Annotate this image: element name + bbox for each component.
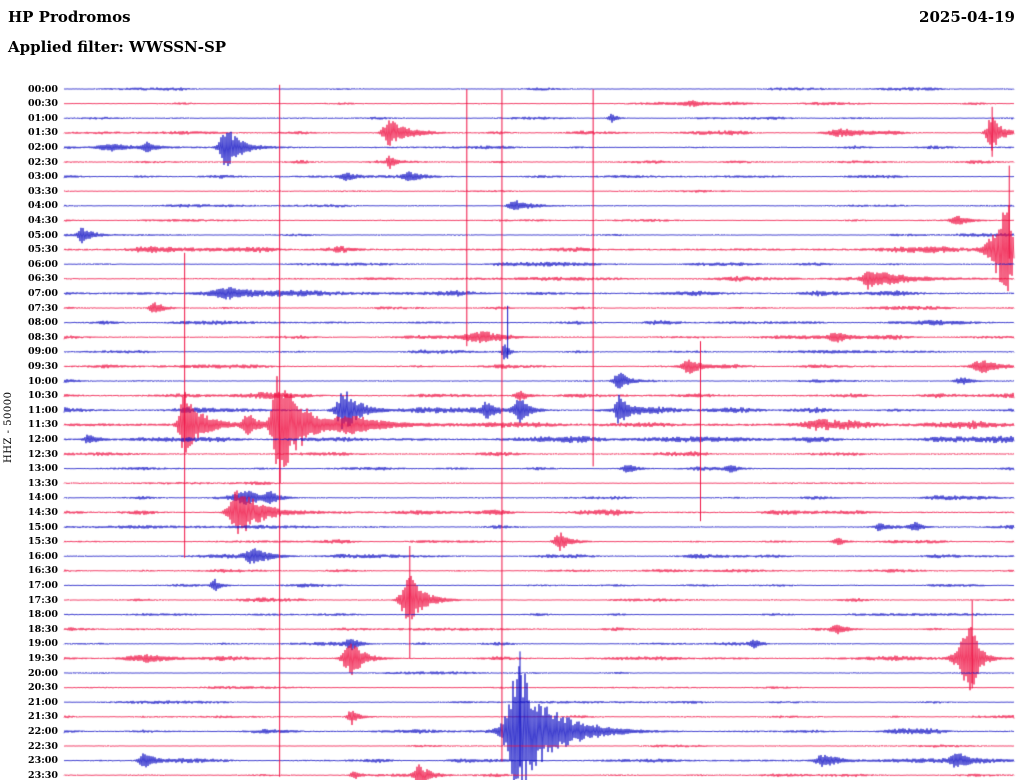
time-label: 18:00 — [28, 609, 58, 621]
time-label: 14:00 — [28, 492, 58, 504]
time-label: 15:00 — [28, 521, 58, 533]
time-label: 08:00 — [28, 317, 58, 329]
time-label: 23:30 — [28, 769, 58, 780]
time-label: 12:00 — [28, 433, 58, 445]
time-label: 11:30 — [28, 419, 58, 431]
time-label: 08:30 — [28, 331, 58, 343]
time-label: 06:30 — [28, 273, 58, 285]
time-label: 10:00 — [28, 375, 58, 387]
time-label: 18:30 — [28, 623, 58, 635]
station-title: HP Prodromos — [8, 8, 131, 26]
time-label: 03:00 — [28, 171, 58, 183]
time-label: 19:30 — [28, 652, 58, 664]
time-label: 07:30 — [28, 302, 58, 314]
time-label: 06:00 — [28, 258, 58, 270]
time-label: 22:00 — [28, 725, 58, 737]
date-label: 2025-04-19 — [919, 8, 1015, 26]
time-label: 01:00 — [28, 112, 58, 124]
time-label: 17:30 — [28, 594, 58, 606]
time-label: 20:00 — [28, 667, 58, 679]
time-label: 23:00 — [28, 755, 58, 767]
time-label: 21:00 — [28, 696, 58, 708]
time-label: 04:00 — [28, 200, 58, 212]
time-label: 07:00 — [28, 287, 58, 299]
filter-label: Applied filter: WWSSN-SP — [8, 38, 227, 56]
time-label: 11:00 — [28, 404, 58, 416]
time-label: 10:30 — [28, 390, 58, 402]
time-label: 00:30 — [28, 98, 58, 110]
time-label: 09:00 — [28, 346, 58, 358]
time-label: 09:30 — [28, 360, 58, 372]
time-label: 01:30 — [28, 127, 58, 139]
time-label: 13:30 — [28, 477, 58, 489]
time-label: 22:30 — [28, 740, 58, 752]
time-label: 05:00 — [28, 229, 58, 241]
time-label: 15:30 — [28, 536, 58, 548]
time-label: 14:30 — [28, 506, 58, 518]
time-label: 00:00 — [28, 83, 58, 95]
time-label: 02:30 — [28, 156, 58, 168]
time-label: 21:30 — [28, 711, 58, 723]
time-label: 16:00 — [28, 550, 58, 562]
time-label: 12:30 — [28, 448, 58, 460]
time-label: 13:00 — [28, 463, 58, 475]
time-label: 04:30 — [28, 214, 58, 226]
time-axis: 00:00 00:30 01:00 01:30 02:00 02:30 03:00 03:30… — [0, 0, 60, 780]
time-label: 16:30 — [28, 565, 58, 577]
time-label: 03:30 — [28, 185, 58, 197]
time-label: 20:30 — [28, 682, 58, 694]
time-label: 17:00 — [28, 579, 58, 591]
time-label: 05:30 — [28, 244, 58, 256]
time-label: 19:00 — [28, 638, 58, 650]
time-label: 02:00 — [28, 141, 58, 153]
